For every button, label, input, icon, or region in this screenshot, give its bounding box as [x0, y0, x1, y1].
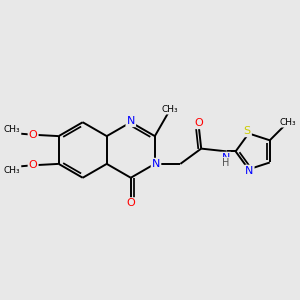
Text: O: O — [29, 130, 38, 140]
Text: N: N — [127, 116, 135, 126]
Text: H: H — [223, 158, 230, 168]
Text: O: O — [195, 118, 203, 128]
Text: O: O — [126, 198, 135, 208]
Text: CH₃: CH₃ — [4, 125, 20, 134]
Text: CH₃: CH₃ — [280, 118, 296, 127]
Text: N: N — [245, 166, 254, 176]
Text: S: S — [244, 126, 251, 136]
Text: N: N — [152, 159, 160, 169]
Text: CH₃: CH₃ — [162, 104, 178, 113]
Text: CH₃: CH₃ — [4, 166, 20, 175]
Text: N: N — [222, 153, 230, 163]
Text: O: O — [29, 160, 38, 170]
